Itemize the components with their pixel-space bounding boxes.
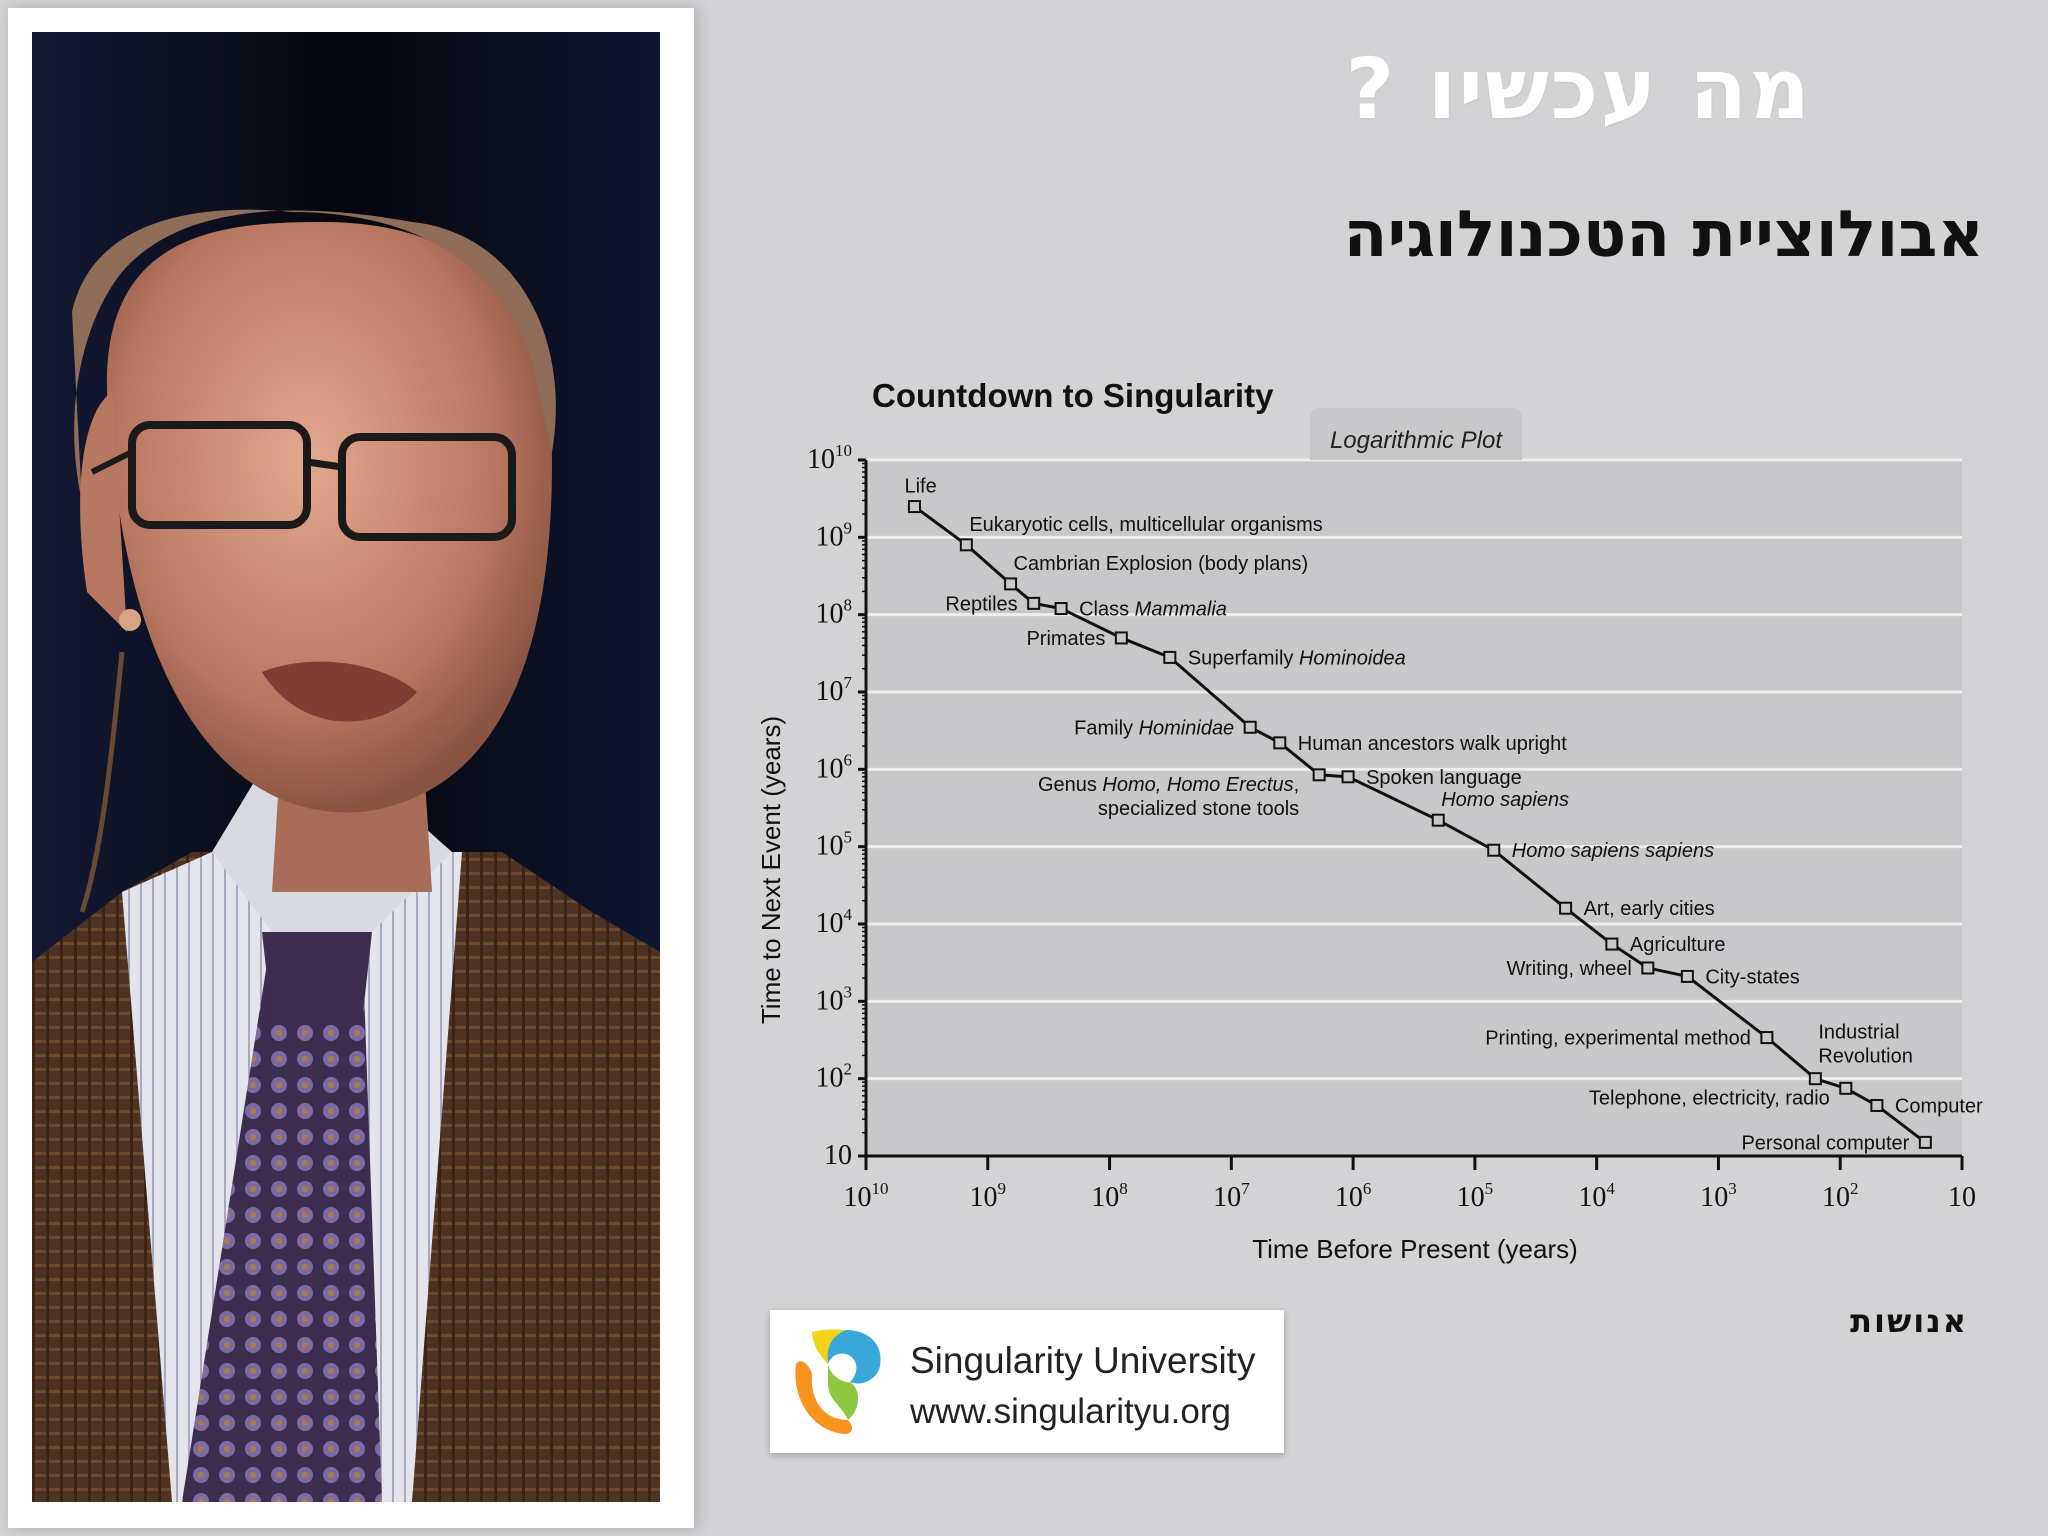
event-label: Industrial xyxy=(1818,1022,1899,1044)
x-tick-label: 103 xyxy=(1700,1179,1737,1213)
x-tick-label: 102 xyxy=(1822,1179,1859,1213)
brand-watermark: אנושות xyxy=(1850,1302,1968,1340)
x-tick-label: 104 xyxy=(1578,1179,1615,1213)
event-label: Printing, experimental method xyxy=(1485,1028,1751,1050)
chart-labels: Life Eukaryotic cells, multicellular orga… xyxy=(904,476,1983,1155)
data-point-marker xyxy=(1273,736,1287,750)
x-tick-label: 10 xyxy=(1948,1182,1976,1213)
data-point-marker xyxy=(1918,1135,1932,1149)
logo-url: www.singularityu.org xyxy=(910,1392,1231,1431)
data-point-marker xyxy=(1808,1072,1822,1086)
y-tick-label: 109 xyxy=(816,518,853,552)
singularity-logo-mark-icon xyxy=(795,1329,881,1434)
event-label-line2: specialized stone tools xyxy=(1098,798,1299,820)
event-label: Agriculture xyxy=(1630,934,1726,956)
event-label: Computer xyxy=(1895,1095,1983,1117)
event-label: Homo sapiens sapiens xyxy=(1512,840,1714,862)
event-label: Personal computer xyxy=(1741,1132,1909,1154)
data-point-marker xyxy=(1839,1081,1853,1095)
y-tick-label: 106 xyxy=(816,750,853,784)
event-label: Primates xyxy=(1026,628,1105,650)
x-tick-label: 108 xyxy=(1091,1179,1128,1213)
data-point-marker xyxy=(907,500,921,514)
data-point-marker xyxy=(1054,602,1068,616)
event-label: Cambrian Explosion (body plans) xyxy=(1014,553,1309,575)
x-tick-label: 105 xyxy=(1457,1179,1494,1213)
data-point-marker xyxy=(1680,969,1694,983)
logo-name: Singularity University xyxy=(910,1340,1256,1381)
y-tick-label: 1010 xyxy=(807,441,852,475)
data-point-marker xyxy=(1870,1098,1884,1112)
data-point-marker xyxy=(1641,961,1655,975)
data-point-marker xyxy=(1341,770,1355,784)
event-label: City-states xyxy=(1705,966,1799,988)
annotation-tab: Logarithmic Plot xyxy=(1310,408,1522,460)
data-point-marker xyxy=(1559,901,1573,915)
countdown-chart: 1010 109 108 107 106 105 104 103 102 10 1010 109 108… xyxy=(740,360,1983,1280)
x-tick-label: 109 xyxy=(970,1179,1007,1213)
slide-subtitle: אבולוציית הטכנולוגיה xyxy=(1343,198,1985,272)
y-tick-label: 104 xyxy=(816,905,853,939)
singularity-university-logo: Singularity University www.singularityu.… xyxy=(770,1310,1284,1453)
x-tick-label: 107 xyxy=(1213,1179,1250,1213)
event-label: Telephone, electricity, radio xyxy=(1589,1087,1830,1109)
chart-title: Countdown to Singularity xyxy=(872,377,1274,414)
chart-series xyxy=(907,500,1932,1149)
y-tick-label: 105 xyxy=(816,828,853,862)
data-point-marker xyxy=(959,538,973,552)
data-point-marker xyxy=(1114,631,1128,645)
y-tick-label: 107 xyxy=(816,673,853,707)
event-label-line2: Revolution xyxy=(1818,1046,1913,1068)
slide-title: מה עכשיו ? xyxy=(1345,40,1812,138)
series-line xyxy=(913,505,1927,1144)
y-axis-label: Time to Next Event (years) xyxy=(756,716,786,1024)
speaker-photo xyxy=(32,32,660,1502)
data-point-marker xyxy=(1487,843,1501,857)
data-point-marker xyxy=(1243,720,1257,734)
data-point-marker xyxy=(1431,813,1445,827)
x-axis-label: Time Before Present (years) xyxy=(1252,1234,1578,1264)
event-label: Spoken language xyxy=(1366,767,1522,789)
annotation-label: Logarithmic Plot xyxy=(1330,427,1503,454)
event-label: Superfamily Hominoidea xyxy=(1188,647,1406,669)
event-label: Life xyxy=(904,476,936,498)
data-point-marker xyxy=(1027,596,1041,610)
y-tick-label: 10 xyxy=(824,1140,852,1171)
data-point-marker xyxy=(1004,577,1018,591)
speaker-photo-frame xyxy=(8,8,694,1528)
x-tick-label: 106 xyxy=(1335,1179,1372,1213)
data-point-marker xyxy=(1760,1031,1774,1045)
event-label: Genus Homo, Homo Erectus, xyxy=(1038,774,1299,796)
event-label: Class Mammalia xyxy=(1079,599,1227,621)
data-point-marker xyxy=(1605,937,1619,951)
event-label: Writing, wheel xyxy=(1507,958,1632,980)
y-tick-label: 102 xyxy=(816,1060,853,1094)
event-label: Art, early cities xyxy=(1584,898,1715,920)
x-tick-label: 1010 xyxy=(844,1179,889,1213)
event-label: Reptiles xyxy=(945,593,1017,615)
y-tick-label: 103 xyxy=(816,982,853,1016)
event-label: Eukaryotic cells, multicellular organism… xyxy=(969,514,1322,536)
event-label: Family Hominidae xyxy=(1074,717,1234,739)
event-label: Homo sapiens xyxy=(1441,789,1569,811)
data-point-marker xyxy=(1312,768,1326,782)
data-point-marker xyxy=(1163,650,1177,664)
y-tick-label: 108 xyxy=(816,596,853,630)
event-label: Human ancestors walk upright xyxy=(1298,733,1567,755)
